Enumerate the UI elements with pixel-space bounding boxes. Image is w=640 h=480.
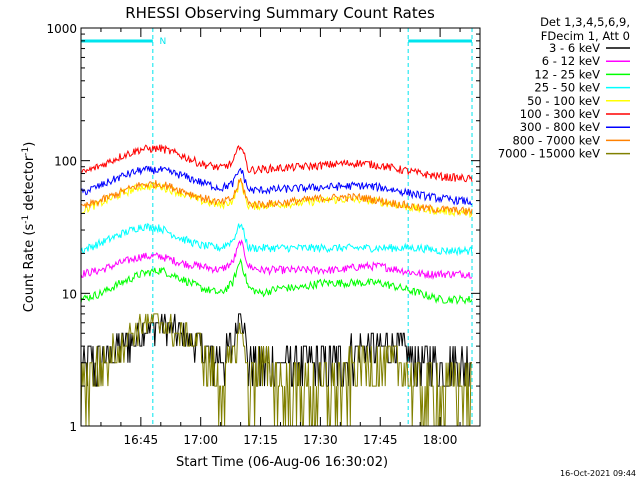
legend-entry-label-6: 300 - 800 keV: [520, 120, 600, 134]
x-tick-label-2: 17:15: [243, 433, 278, 447]
series-line-5: [80, 143, 473, 183]
night-marker-label: N: [159, 37, 166, 47]
y-tick-label-2: 100: [54, 155, 77, 169]
axis-ticks: 1 10 100 1000 16:45 17:00 17:15 17:30 17:45 18:00: [46, 22, 481, 447]
legend-entry-label-1: 6 - 12 keV: [542, 54, 600, 68]
x-tick-label-3: 17:30: [303, 433, 338, 447]
legend-entry-label-8: 7000 - 15000 keV: [498, 147, 600, 161]
series-lines: N: [80, 28, 473, 427]
legend-entry-label-0: 3 - 6 keV: [549, 41, 600, 55]
series-line-6: [80, 165, 473, 206]
series-line-1: [80, 239, 473, 280]
legend-header-line1: Det 1,3,4,5,6,9,: [540, 15, 630, 29]
chart-title: RHESSI Observing Summary Count Rates: [125, 4, 435, 22]
render-timestamp: 16-Oct-2021 09:44: [560, 469, 636, 478]
x-tick-label-4: 17:45: [363, 433, 398, 447]
series-line-8: [80, 313, 472, 427]
x-axis-label: Start Time (06-Aug-06 16:30:02): [176, 455, 388, 470]
y-tick-label-1: 10: [62, 287, 77, 301]
series-line-7: [80, 177, 473, 216]
legend-entry-label-7: 800 - 7000 keV: [512, 133, 600, 147]
legend: Det 1,3,4,5,6,9, FDecim 1, Att 0 3 - 6 k…: [498, 15, 630, 161]
y-axis-label-sup1: -1: [21, 215, 31, 224]
x-tick-label-5: 18:00: [423, 433, 458, 447]
x-tick-label-1: 17:00: [183, 433, 218, 447]
legend-entry-label-5: 100 - 300 keV: [520, 107, 600, 121]
y-tick-label-3: 1000: [46, 22, 77, 36]
x-tick-label-0: 16:45: [124, 433, 159, 447]
series-line-3: [80, 222, 473, 257]
legend-entry-label-2: 12 - 25 keV: [534, 67, 600, 81]
legend-header-line2: FDecim 1, Att 0: [541, 29, 630, 43]
legend-entry-label-3: 25 - 50 keV: [534, 81, 600, 95]
y-axis-label-part2: detector: [22, 155, 37, 215]
y-axis-label-part3: ): [22, 142, 37, 147]
y-axis-label-sup2: -1: [21, 147, 31, 156]
y-axis-label: Count Rate (s-1 detector-1): [21, 142, 37, 313]
series-line-2: [80, 258, 473, 306]
legend-entry-label-4: 50 - 100 keV: [527, 94, 600, 108]
y-axis-label-part1: Count Rate (s: [22, 224, 37, 313]
y-tick-label-0: 1: [69, 420, 77, 434]
